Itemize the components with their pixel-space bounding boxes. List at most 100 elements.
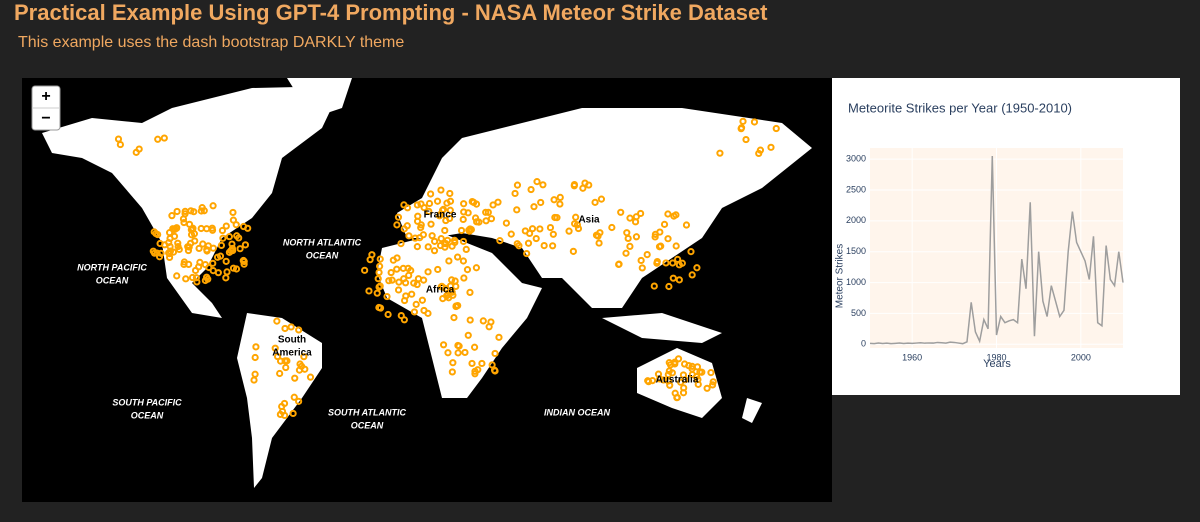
- meteor-point: [252, 343, 260, 351]
- meteor-point: [664, 377, 672, 385]
- meteor-point: [446, 206, 454, 214]
- meteor-point: [250, 376, 258, 384]
- meteor-point: [693, 264, 701, 272]
- map-label: OCEAN: [351, 420, 384, 430]
- meteor-point: [468, 359, 476, 368]
- zoom-out[interactable]: −: [41, 110, 50, 127]
- meteor-point: [413, 201, 421, 209]
- meteor-point: [431, 237, 439, 245]
- meteor-point: [523, 249, 531, 258]
- meteor-point: [437, 186, 445, 194]
- meteor-point: [290, 393, 298, 401]
- meteor-point: [448, 276, 456, 284]
- y-axis-label: Meteor Strikes: [835, 244, 846, 308]
- meteor-point: [637, 256, 645, 265]
- meteor-point: [703, 384, 711, 392]
- meteor-point: [195, 244, 203, 252]
- meteor-point: [201, 260, 209, 269]
- meteor-point: [443, 236, 452, 244]
- meteor-point: [297, 362, 306, 370]
- meteor-point: [188, 273, 197, 282]
- meteor-point: [295, 326, 303, 334]
- meteor-point: [739, 117, 747, 125]
- meteor-point: [169, 225, 177, 233]
- meteor-point: [173, 272, 181, 280]
- meteor-point: [550, 196, 558, 204]
- meteor-point: [615, 260, 623, 269]
- meteor-point: [670, 212, 678, 220]
- meteor-point: [571, 220, 579, 228]
- meteor-point: [772, 124, 780, 133]
- meteor-point: [479, 317, 487, 325]
- meteor-point: [549, 230, 557, 238]
- meteor-point: [673, 394, 681, 402]
- meteor-point: [150, 228, 158, 236]
- meteor-point: [165, 239, 173, 247]
- meteor-point: [400, 225, 408, 233]
- meteor-point: [707, 369, 715, 377]
- meteor-point: [434, 265, 442, 274]
- meteor-point: [397, 311, 405, 320]
- meteor-point: [217, 241, 226, 250]
- meteor-point: [461, 348, 469, 357]
- meteor-point: [168, 212, 176, 220]
- meteor-point: [441, 226, 449, 235]
- map-label: OCEAN: [131, 410, 164, 420]
- meteor-point: [446, 282, 455, 290]
- meteor-point: [209, 259, 217, 267]
- zoom-control: + −: [31, 85, 61, 131]
- map-label: America: [272, 348, 312, 359]
- meteor-point: [427, 190, 435, 198]
- meteor-point: [533, 178, 541, 186]
- meteor-point: [281, 324, 289, 333]
- meteor-point: [213, 253, 222, 261]
- meteor-point: [199, 240, 207, 248]
- meteor-point: [485, 323, 493, 331]
- meteor-point: [623, 229, 631, 237]
- meteor-point: [662, 259, 670, 267]
- meteor-point: [482, 208, 490, 216]
- meteor-point: [239, 222, 248, 231]
- meteor-point: [591, 198, 599, 206]
- y-tick-label: 500: [851, 308, 866, 318]
- meteor-point: [664, 235, 672, 243]
- meteor-point: [236, 245, 244, 253]
- zoom-in[interactable]: +: [41, 88, 50, 105]
- meteor-point: [462, 245, 470, 254]
- meteor-point: [675, 276, 683, 284]
- meteor-point: [420, 276, 428, 284]
- meteor-point: [449, 359, 457, 367]
- meteor-point: [446, 197, 455, 205]
- meteor-point: [569, 247, 577, 255]
- meteor-point: [454, 349, 462, 357]
- meteor-point: [491, 349, 499, 358]
- meteor-point: [532, 234, 540, 243]
- meteor-point: [388, 276, 396, 284]
- meteor-point: [203, 273, 211, 281]
- meteor-point: [696, 368, 704, 376]
- meteor-point: [251, 353, 259, 362]
- y-tick-label: 3000: [846, 153, 866, 163]
- meteor-point: [459, 237, 468, 246]
- meteor-point: [470, 343, 479, 351]
- y-tick-label: 2000: [846, 215, 866, 225]
- meteor-point: [154, 135, 162, 143]
- meteor-point: [527, 185, 535, 194]
- meteor-point: [709, 378, 717, 386]
- meteor-point: [709, 381, 717, 389]
- meteor-point: [427, 220, 435, 228]
- line-chart: Meteorite Strikes per Year (1950-2010) Y…: [832, 78, 1180, 395]
- meteor-point: [172, 224, 181, 232]
- meteor-point: [239, 256, 248, 265]
- meteor-point: [455, 342, 463, 350]
- meteor-point: [524, 239, 533, 247]
- page-title: Practical Example Using GPT-4 Prompting …: [14, 0, 768, 25]
- meteor-point: [444, 349, 452, 357]
- meteor-point: [677, 378, 685, 386]
- meteor-point: [281, 357, 289, 365]
- meteor-point: [157, 249, 165, 257]
- meteor-point: [556, 200, 564, 208]
- meteor-point: [513, 206, 521, 214]
- meteor-point: [742, 135, 750, 144]
- meteor-point: [439, 295, 447, 303]
